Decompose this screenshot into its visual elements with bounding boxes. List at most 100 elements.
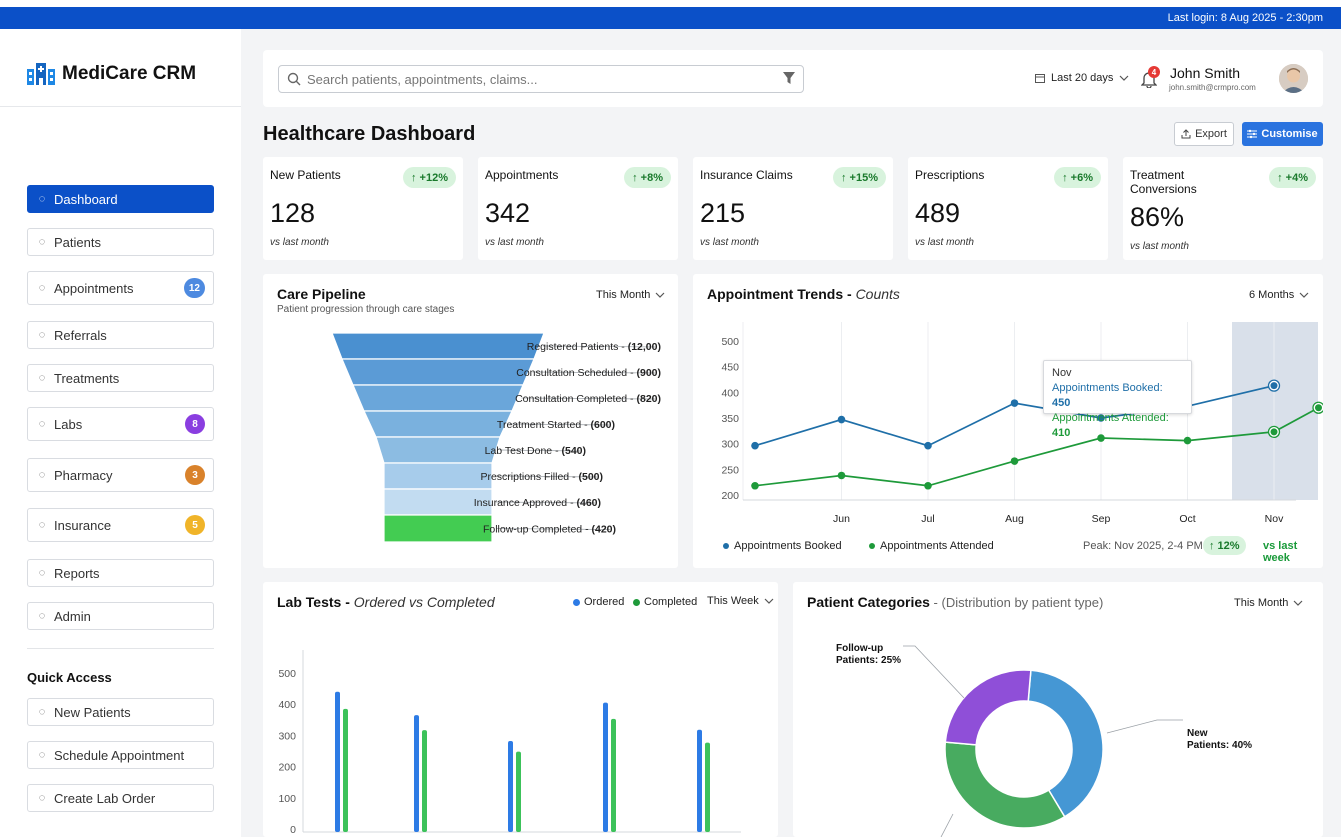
categories-subtitle: - (Distribution by patient type) [929,595,1104,610]
legend-dot [573,598,580,606]
funnel-stage-value: (600) [590,419,615,431]
trend-badge: ↑ +4% [1269,167,1316,188]
categories-period-select[interactable]: This Month [1234,597,1303,609]
calendar-icon: ◌ [38,282,46,294]
bar-ordered[interactable] [335,691,340,832]
data-point[interactable] [1097,414,1105,422]
data-point[interactable] [1183,436,1192,445]
pie-slice-2[interactable] [944,741,1066,829]
quick-access-new-patients[interactable]: ◌ New Patients [27,698,214,726]
stat-card-treatment-conversions[interactable]: Treatment Conversions 86% vs last month ↑ +… [1123,157,1323,260]
data-point[interactable] [837,415,846,424]
bar-completed[interactable] [611,718,616,832]
label-leader-line [940,813,954,837]
sidebar-item-label: Labs [54,416,83,432]
sidebar-item-referrals[interactable]: ◌ Referrals [27,321,214,349]
avatar[interactable] [1279,64,1308,93]
y-tick-label: 300 [721,439,739,451]
bar-ordered[interactable] [603,702,608,832]
bar-completed[interactable] [705,742,710,832]
data-point[interactable] [924,481,932,490]
label-leader-line [1106,719,1183,734]
period-label: This Week [707,595,759,607]
last-login: Last login: 8 Aug 2025 - 2:30pm [1167,12,1323,24]
legend-attended: Appointments Attended [869,540,994,552]
data-point[interactable] [1270,428,1278,436]
export-button[interactable]: Export [1174,122,1234,146]
funnel-stage-label: Insurance Approved - (460) [474,497,601,509]
stat-card-insurance-claims[interactable]: Insurance Claims 215 vs last month ↑ +15% [693,157,893,260]
sidebar-item-insurance[interactable]: ◌ Insurance 5 [27,508,214,542]
funnel-stage-name: Registered Patients - [527,341,628,353]
data-point[interactable] [837,471,846,480]
legend-ordered: Ordered [573,596,624,608]
stat-card-appointments[interactable]: Appointments 342 vs last month ↑ +8% [478,157,678,260]
referral-icon: ◌ [38,329,46,341]
chevron-down-icon [1119,75,1129,81]
peak-trend-value: 12% [1217,539,1240,552]
funnel-stage-value: (500) [578,471,603,483]
sidebar-item-admin[interactable]: ◌ Admin [27,602,214,630]
quick-access-label: Schedule Appointment [54,747,185,763]
customise-button[interactable]: Customise [1242,122,1323,146]
data-point[interactable] [924,441,932,450]
data-point[interactable] [1010,457,1019,465]
bar-ordered[interactable] [508,741,513,832]
stat-card-prescriptions[interactable]: Prescriptions 489 vs last month ↑ +6% [908,157,1108,260]
funnel-stage-name: Prescriptions Filled - [480,471,578,483]
x-tick-label: Oct [1179,513,1195,525]
sidebar-item-labs[interactable]: ◌ Labs 8 [27,407,214,441]
y-tick-label: 500 [721,336,739,348]
peak-trend-badge: ↑ 12% [1203,536,1246,555]
sidebar-item-appointments[interactable]: ◌ Appointments 12 [27,271,214,305]
sidebar-item-treatments[interactable]: ◌ Treatments [27,364,214,392]
data-point[interactable] [751,481,759,490]
stat-card-new-patients[interactable]: New Patients 128 vs last month ↑ +12% [263,157,463,260]
funnel-stage-label: Lab Test Done - (540) [485,445,586,457]
trends-period-select[interactable]: 6 Months [1249,289,1309,301]
y-tick-label: 100 [278,793,296,805]
stat-subtext: vs last month [1130,241,1189,252]
sidebar-item-label: Reports [54,565,100,581]
legend-booked-label: Appointments Booked [734,540,842,552]
quick-access-schedule-appointment[interactable]: ◌ Schedule Appointment [27,741,214,769]
lab-period-select[interactable]: This Week [707,595,774,607]
search-input[interactable]: Search patients, appointments, claims... [278,65,804,93]
app-logo[interactable]: MediCare CRM [27,63,196,85]
pie-slice-3[interactable] [944,669,1032,746]
notifications-button[interactable]: 4 [1140,66,1160,89]
pie-slice-1[interactable] [1027,669,1104,818]
bar-completed[interactable] [422,730,427,832]
sidebar-item-pharmacy[interactable]: ◌ Pharmacy 3 [27,458,214,492]
bar-ordered[interactable] [414,715,419,832]
admin-icon: ◌ [38,610,46,622]
legend-completed: Completed [633,596,697,608]
date-range-select[interactable]: Last 20 days [1035,72,1129,84]
data-point[interactable] [1315,404,1322,412]
funnel-leader-line [499,449,581,452]
x-tick-label: Sep [1092,513,1111,525]
bar-completed[interactable] [516,751,521,832]
sidebar-item-patients[interactable]: ◌ Patients [27,228,214,256]
data-point[interactable] [1270,382,1278,390]
trend-badge: ↑ +15% [832,167,886,188]
sliders-icon [1247,129,1258,139]
bar-ordered[interactable] [697,729,702,832]
legend-dot [869,543,875,549]
quick-access-create-lab-order[interactable]: ◌ Create Lab Order [27,784,214,812]
filter-icon[interactable] [783,72,795,84]
sidebar-item-reports[interactable]: ◌ Reports [27,559,214,587]
patient-categories-chart: New Patients: 40% Follow-up Patients: 25% [836,643,1252,837]
data-point[interactable] [1097,434,1105,442]
bar-completed[interactable] [343,708,348,832]
y-tick-label: 400 [278,699,296,711]
add-person-icon: ◌ [38,706,46,718]
header-bar: Search patients, appointments, claims...… [263,50,1323,107]
data-point[interactable] [1010,399,1019,407]
care-pipeline-period-select[interactable]: This Month [596,289,665,301]
avatar-image [1279,64,1308,93]
user-name[interactable]: John Smith [1170,65,1241,81]
sidebar-item-dashboard[interactable]: ◌ Dashboard [27,185,214,213]
care-pipeline-subtitle: Patient progression through care stages [277,304,455,315]
data-point[interactable] [751,441,759,450]
